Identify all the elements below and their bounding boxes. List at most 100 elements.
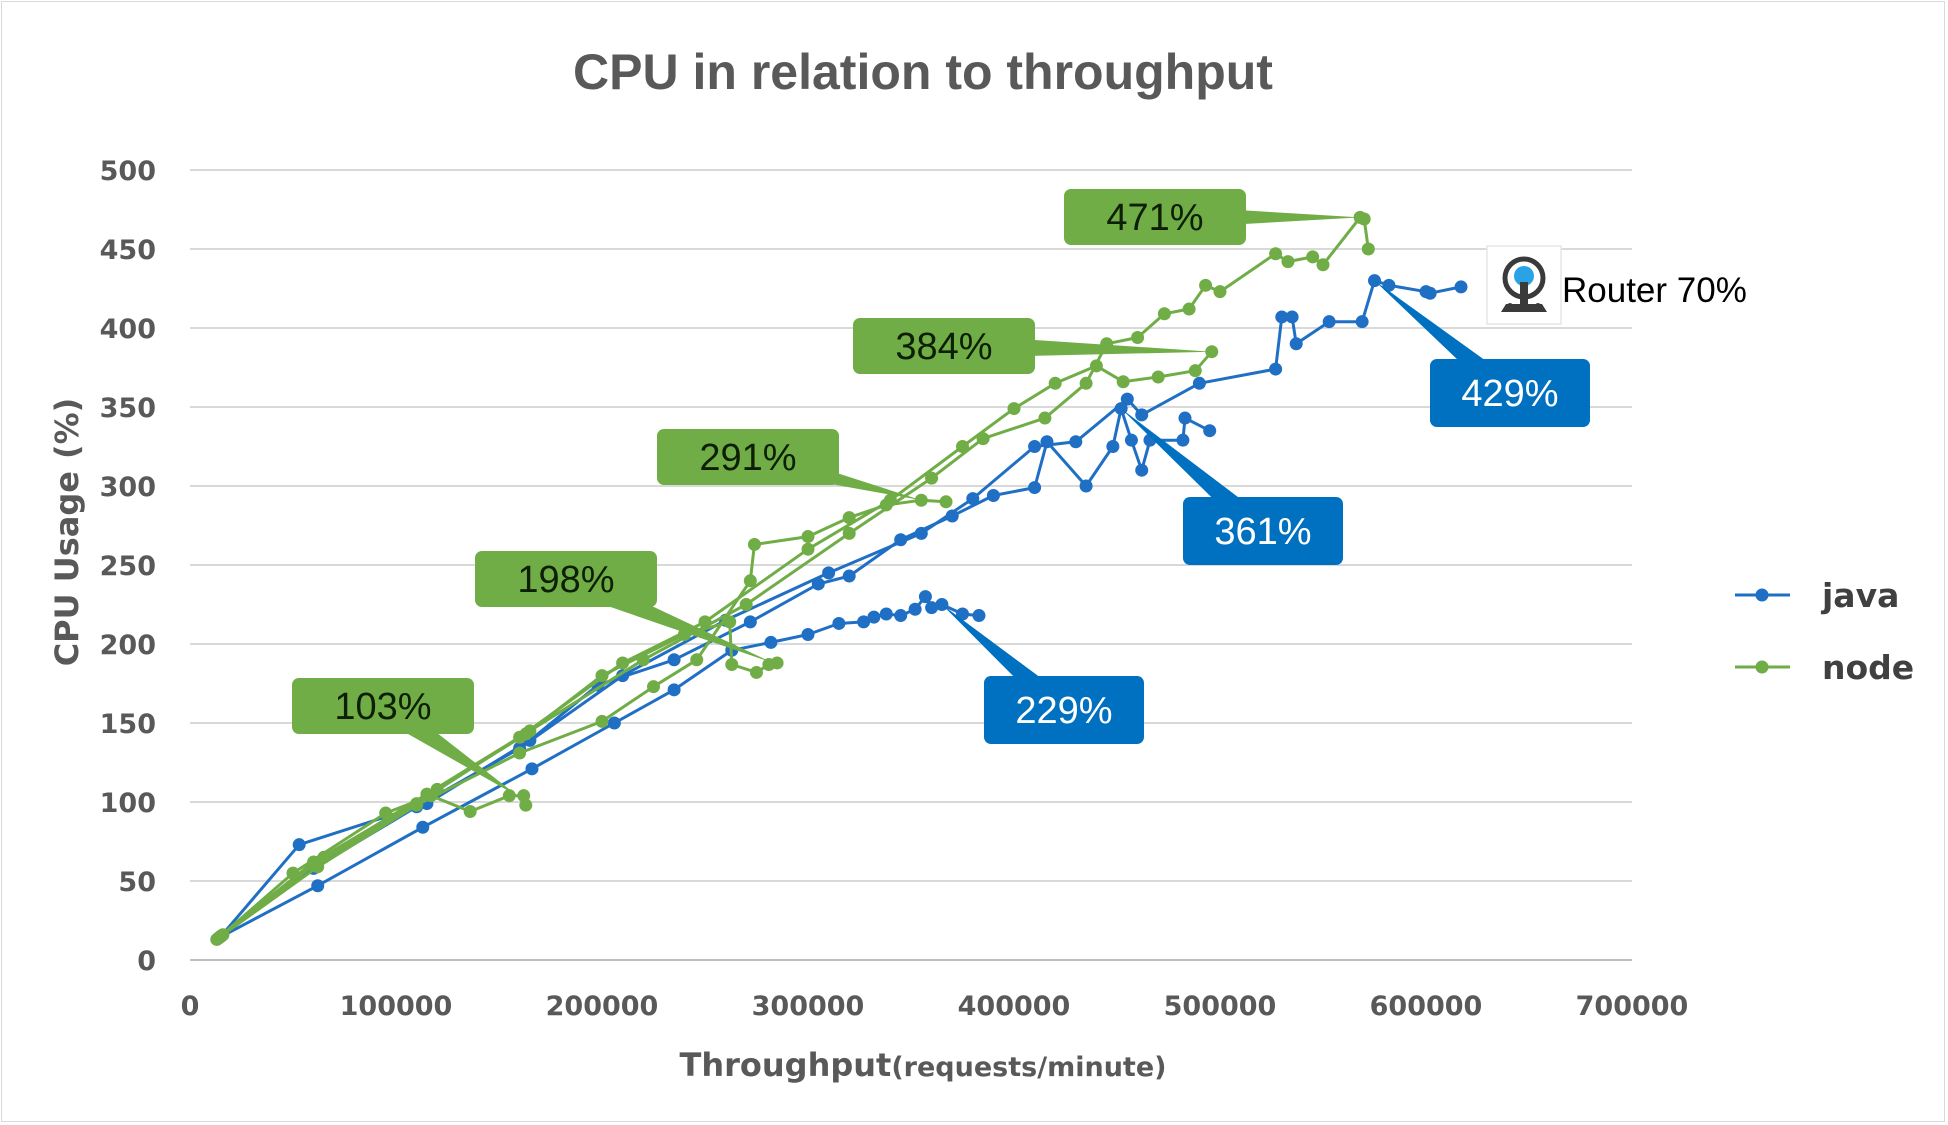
data-point-node — [747, 537, 761, 551]
data-point-java — [1275, 310, 1289, 324]
data-point-node — [750, 665, 763, 679]
data-point-java — [1355, 315, 1369, 329]
legend-marker — [1755, 588, 1769, 602]
y-tick-label: 100 — [100, 788, 156, 819]
data-point-node — [725, 658, 739, 672]
y-axis-title-main: CPU Usage — [48, 471, 86, 666]
data-point-java — [822, 566, 836, 580]
data-point-node — [1357, 212, 1371, 226]
data-point-java — [1192, 376, 1206, 390]
x-tick-label: 100000 — [340, 991, 453, 1022]
data-point-java — [1028, 440, 1042, 453]
data-point-java — [1106, 440, 1120, 453]
data-point-java — [879, 607, 893, 621]
y-tick-label: 150 — [100, 709, 156, 740]
y-tick-label: 250 — [100, 551, 156, 582]
callout-box — [1430, 359, 1590, 427]
data-point-node — [939, 495, 953, 509]
data-point-node — [1316, 258, 1330, 272]
data-point-java — [925, 601, 939, 615]
data-point-node — [1361, 242, 1375, 256]
callout-box — [984, 676, 1144, 744]
data-point-node — [1038, 411, 1052, 425]
data-point-java — [292, 838, 306, 852]
data-point-java — [1135, 408, 1149, 422]
x-tick-label: 300000 — [752, 991, 865, 1022]
x-tick-label: 600000 — [1370, 991, 1483, 1022]
data-point-java — [956, 607, 969, 621]
legend: java node — [1735, 576, 1914, 687]
data-point-java — [945, 509, 959, 523]
series-line-java — [220, 279, 1462, 938]
series-line-java — [218, 595, 980, 940]
callout-layer: 103% 198% 291% 384% 471% 229% 361% 429% — [292, 189, 1590, 798]
data-point-java — [1322, 315, 1336, 329]
y-tick-label: 400 — [100, 314, 156, 345]
legend-label: java — [1820, 576, 1899, 615]
x-axis-title-unit: (requests/minute) — [891, 1052, 1166, 1083]
data-point-java — [1454, 280, 1468, 294]
data-point-java — [986, 488, 1000, 502]
data-point-node — [1131, 330, 1145, 344]
data-point-node — [1182, 302, 1196, 316]
legend-item-java: java — [1735, 576, 1899, 615]
router-label: Router 70% — [1562, 271, 1747, 310]
data-point-node — [420, 787, 434, 801]
data-point-node — [770, 656, 784, 670]
data-point-node — [925, 471, 939, 485]
data-point-java — [1028, 481, 1042, 495]
data-point-node — [410, 797, 424, 811]
data-point-node — [1199, 278, 1213, 292]
series-line-node — [217, 620, 778, 940]
legend-marker — [1755, 660, 1769, 674]
data-point-java — [1176, 433, 1190, 447]
data-point-node — [647, 680, 660, 694]
data-point-java — [1079, 479, 1093, 493]
data-point-java — [1269, 362, 1283, 376]
callout-java: 429% — [1374, 280, 1590, 427]
data-point-java — [832, 616, 846, 630]
data-point-java — [908, 602, 922, 616]
data-point-java — [607, 716, 621, 730]
data-point-java — [525, 762, 539, 776]
y-tick-label: 50 — [118, 867, 156, 898]
data-point-node — [801, 542, 815, 556]
data-point-java — [311, 879, 325, 893]
data-point-java — [966, 492, 980, 506]
data-point-java — [1382, 278, 1396, 292]
data-point-node — [1281, 255, 1295, 269]
data-point-java — [918, 590, 932, 604]
data-point-node — [956, 440, 969, 453]
y-tick-label: 450 — [100, 235, 156, 266]
callout-label: 198% — [517, 559, 614, 601]
callout-java: 229% — [941, 604, 1144, 744]
data-point-node — [1079, 376, 1093, 390]
series-layer — [210, 210, 1468, 946]
data-point-node — [1116, 375, 1130, 389]
data-point-java — [972, 609, 986, 623]
router-icon — [1501, 256, 1547, 312]
data-point-java — [667, 653, 681, 667]
y-tick-label: 350 — [100, 393, 156, 424]
data-point-node — [636, 653, 650, 667]
x-tick-label: 400000 — [958, 991, 1071, 1022]
x-tick-label: 500000 — [1164, 991, 1277, 1022]
data-point-java — [416, 820, 430, 834]
data-point-java — [764, 635, 778, 649]
y-axis-title: CPU Usage (%) — [48, 398, 86, 667]
x-axis-title: Throughput(requests/minute) — [680, 1046, 1167, 1084]
data-point-node — [690, 653, 704, 667]
data-point-java — [1135, 463, 1149, 477]
callout-label: 471% — [1106, 197, 1203, 239]
callout-node: 384% — [853, 318, 1212, 374]
data-point-java — [1289, 337, 1303, 351]
data-point-node — [1157, 307, 1171, 321]
data-point-node — [216, 928, 230, 942]
data-point-node — [523, 724, 537, 738]
x-tick-label: 0 — [181, 991, 200, 1022]
data-point-node — [1269, 247, 1283, 261]
data-point-node — [463, 804, 477, 818]
data-point-node — [317, 850, 331, 864]
data-point-java — [867, 610, 881, 624]
